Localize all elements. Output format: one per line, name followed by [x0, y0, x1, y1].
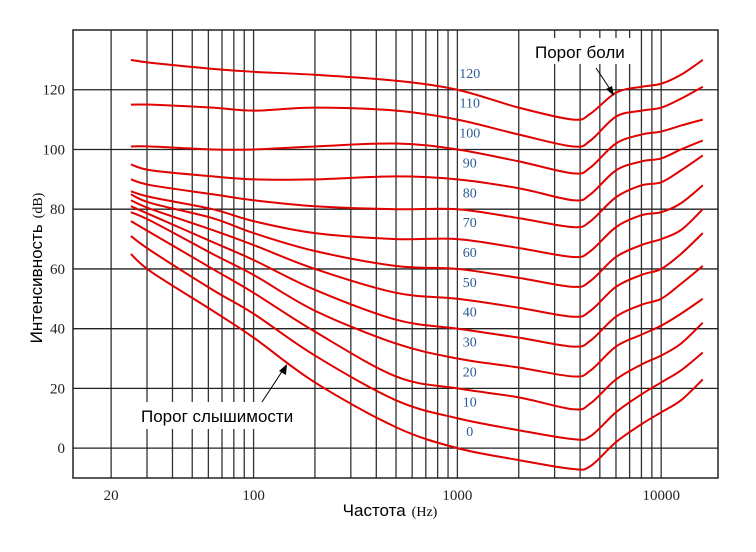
loudness-curve-50	[130, 199, 704, 318]
curve-label: 0	[466, 425, 473, 440]
loudness-curve-40	[130, 205, 704, 348]
curve-label: 80	[463, 186, 477, 201]
y-tick-label: 120	[43, 83, 66, 99]
curve-label: 110	[460, 97, 480, 112]
x-axis-title: Частота (Hz)	[343, 501, 438, 520]
curve-label: 60	[463, 246, 477, 261]
loudness-curve-10	[130, 235, 704, 441]
x-tick-label: 20	[104, 488, 119, 504]
hearing-threshold-label: Порог слышимости	[141, 407, 293, 426]
grid	[73, 30, 718, 478]
loudness-curve-100	[130, 118, 704, 175]
y-axis-title: Интенсивность(dB)	[27, 192, 46, 343]
pain-threshold-bg	[530, 38, 638, 64]
x-tick-label: 1000	[442, 488, 472, 504]
loudness-curve-90	[130, 139, 704, 202]
loudness-curve-80	[130, 154, 704, 229]
y-tick-label: 80	[50, 202, 65, 218]
curve-label: 40	[463, 306, 477, 321]
y-tick-label: 0	[58, 441, 66, 457]
pain-threshold-arrowhead	[606, 86, 614, 96]
hearing-threshold-arrow	[261, 369, 284, 403]
x-tick-label: 10000	[642, 488, 680, 504]
pain-threshold-label: Порог боли	[535, 43, 625, 62]
loudness-curve-30	[130, 211, 704, 378]
curves	[130, 58, 704, 471]
y-tick-label: 60	[50, 262, 65, 278]
curve-label: 10	[463, 395, 477, 410]
curve-label: 90	[463, 156, 477, 171]
curve-label: 30	[463, 336, 477, 351]
loudness-curve-110	[130, 85, 704, 148]
loudness-curve-0	[130, 253, 704, 471]
loudness-curve-70	[130, 184, 704, 259]
y-tick-label: 40	[50, 322, 65, 338]
y-tick-label: 100	[43, 142, 66, 158]
loudness-curve-120	[130, 58, 704, 121]
x-tick-label: 100	[242, 488, 265, 504]
curve-label: 20	[463, 365, 477, 380]
loudness-curve-60	[130, 193, 704, 288]
curve-labels: 0 10 20 30 40 50 60 70 80 90 100 110 120	[459, 67, 480, 440]
loudness-curve-20	[130, 220, 704, 411]
curve-label: 120	[459, 67, 480, 82]
y-tick-label: 20	[50, 381, 65, 397]
curve-label: 70	[463, 216, 477, 231]
curve-label: 50	[463, 276, 477, 291]
curve-label: 100	[459, 127, 480, 142]
plot-frame	[72, 29, 719, 479]
hearing-threshold-arrowhead	[279, 364, 287, 375]
hearing-threshold-bg	[137, 402, 309, 429]
